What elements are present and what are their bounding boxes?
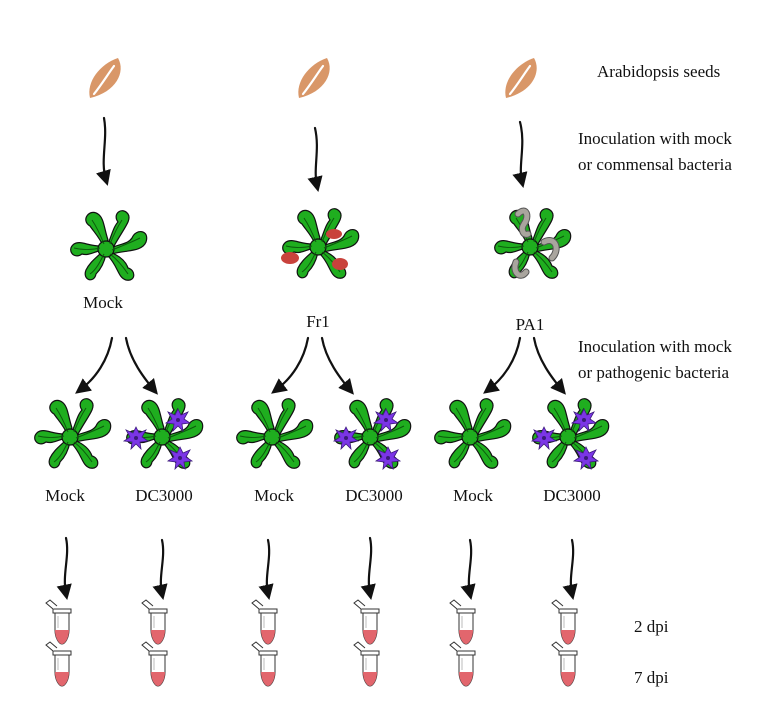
treatment-label-fr1: Fr1 xyxy=(306,312,330,331)
seed-1 xyxy=(88,56,122,100)
sample-tube-2dpi xyxy=(551,599,578,645)
sample-tube-2dpi xyxy=(251,599,278,645)
arrow-seed-3 xyxy=(512,120,528,188)
sample-tube-2dpi xyxy=(353,599,380,645)
arrow-to-tubes xyxy=(460,538,476,601)
commensal-inoculation-label-1: Inoculation with mock xyxy=(578,129,732,148)
seed-2 xyxy=(297,56,331,100)
treatment-label-pa1: PA1 xyxy=(516,315,545,334)
treatment-label-mock-3: Mock xyxy=(453,486,493,505)
sample-tube-2dpi xyxy=(141,599,168,645)
rosette-dc3000-2 xyxy=(333,398,412,470)
treatment-label-mock-2: Mock xyxy=(254,486,294,505)
arrow-split xyxy=(483,336,522,394)
timepoint-label-2dpi: 2 dpi xyxy=(634,617,669,636)
pathogenic-inoculation-label-1: Inoculation with mock xyxy=(578,337,732,356)
sample-tube-7dpi xyxy=(251,641,278,687)
treatment-label-mock-1: Mock xyxy=(45,486,85,505)
treatment-label-dc3000-1: DC3000 xyxy=(135,486,193,505)
arrow-split xyxy=(532,336,566,395)
arrow-to-tubes xyxy=(360,536,376,601)
sample-tube-7dpi xyxy=(45,641,72,687)
rosette-dc3000-1 xyxy=(123,398,204,470)
arrow-to-tubes xyxy=(152,538,168,601)
arrow-split xyxy=(124,336,158,395)
treatment-label-dc3000-3: DC3000 xyxy=(543,486,601,505)
arrow-seed-1 xyxy=(95,116,111,186)
arrow-split xyxy=(320,336,354,395)
treatment-label-dc3000-2: DC3000 xyxy=(345,486,403,505)
arrow-seed-2 xyxy=(307,126,323,193)
sample-tube-7dpi xyxy=(551,641,578,687)
arrow-to-tubes xyxy=(562,538,578,601)
rosette-mock-1 xyxy=(34,398,112,469)
sample-tube-7dpi xyxy=(141,641,168,687)
sample-tube-2dpi xyxy=(449,599,476,645)
timepoint-label-7dpi: 7 dpi xyxy=(634,668,669,687)
fr1-bacteria xyxy=(332,258,348,270)
sample-tube-7dpi xyxy=(449,641,476,687)
treatment-label-mock: Mock xyxy=(83,293,123,312)
arrow-to-tubes xyxy=(56,536,72,601)
rosette-mock-3 xyxy=(434,398,512,469)
pathogenic-inoculation-label-2: or pathogenic bacteria xyxy=(578,363,729,382)
rosette-mock-2 xyxy=(236,398,314,469)
rosette-dc3000-3 xyxy=(531,398,610,470)
rosette-fr1 xyxy=(281,208,360,279)
fr1-bacteria xyxy=(281,252,299,264)
sample-tube-7dpi xyxy=(353,641,380,687)
rosette-mock xyxy=(70,210,148,281)
arrow-to-tubes xyxy=(258,538,274,601)
rosette-pa1 xyxy=(494,207,572,279)
arrow-split xyxy=(271,336,310,394)
commensal-inoculation-label-2: or commensal bacteria xyxy=(578,155,732,174)
arrow-split xyxy=(75,336,114,394)
seed-3 xyxy=(504,56,538,100)
seeds-label: Arabidopsis seeds xyxy=(597,62,720,81)
sample-tube-2dpi xyxy=(45,599,72,645)
fr1-bacteria xyxy=(326,229,342,239)
